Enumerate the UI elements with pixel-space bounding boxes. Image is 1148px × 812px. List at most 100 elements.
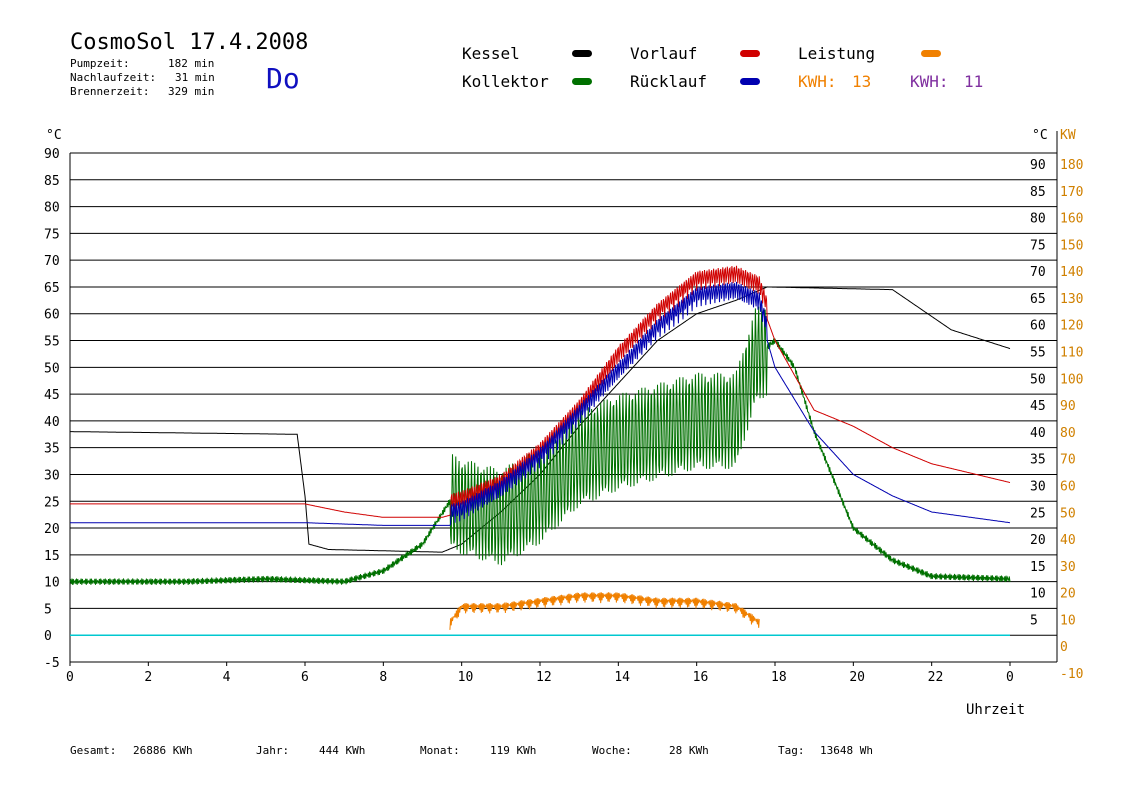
y-tick-right-power: 90: [1060, 399, 1076, 414]
y-tick-right-temp: 90: [1030, 158, 1046, 173]
y-tick-right-temp: 15: [1030, 560, 1046, 575]
y-tick-left: 10: [44, 576, 60, 591]
y-tick-right-power: 180: [1060, 158, 1083, 173]
x-tick-label: 2: [144, 670, 152, 685]
y-tick-left: 0: [44, 629, 52, 644]
tick-labels: 908580757065605550454035302520151050-590…: [44, 147, 1083, 685]
y-tick-left: 15: [44, 549, 60, 564]
y-tick-left: 65: [44, 281, 60, 296]
x-tick-label: 8: [379, 670, 387, 685]
y-tick-left: 85: [44, 174, 60, 189]
x-tick-label: 20: [849, 670, 865, 685]
x-tick-label: 18: [771, 670, 787, 685]
y-tick-left: 50: [44, 361, 60, 376]
series-line-4: [449, 592, 760, 630]
y-tick-right-power: 130: [1060, 292, 1083, 307]
y-axis-label-right-temp: °C: [1032, 128, 1048, 143]
legend-kessel-swatch: [572, 50, 592, 57]
y-tick-right-power: 150: [1060, 238, 1083, 253]
y-tick-left: 25: [44, 495, 60, 510]
y-tick-right-temp: 75: [1030, 238, 1046, 253]
series-line-3: [70, 281, 1011, 526]
x-tick-label: 0: [1006, 670, 1014, 685]
y-tick-right-power: 100: [1060, 372, 1083, 387]
footer-tag-value: 13648 Wh: [820, 744, 873, 757]
y-tick-left: 35: [44, 442, 60, 457]
legend-vorlauf: Vorlauf: [630, 44, 698, 63]
y-tick-right-power: 0: [1060, 640, 1068, 655]
y-tick-right-power: 30: [1060, 560, 1076, 575]
legend-leistung-swatch: [921, 50, 941, 57]
legend-kessel: Kessel: [462, 44, 520, 63]
y-tick-right-temp: 70: [1030, 265, 1046, 280]
y-tick-right-power: 10: [1060, 613, 1076, 628]
y-tick-left: 60: [44, 308, 60, 323]
y-tick-right-temp: 55: [1030, 346, 1046, 361]
y-tick-left: 70: [44, 254, 60, 269]
x-tick-label: 22: [928, 670, 944, 685]
y-tick-right-power: 110: [1060, 346, 1083, 361]
legend-kwh2-label: KWH:: [910, 72, 949, 91]
y-tick-left: 45: [44, 388, 60, 403]
weekday-label: Do: [266, 62, 300, 95]
y-tick-right-temp: 45: [1030, 399, 1046, 414]
y-tick-right-temp: 5: [1030, 613, 1038, 628]
legend-kollektor-swatch: [572, 78, 592, 85]
y-tick-left: 20: [44, 522, 60, 537]
stat-nachlaufzeit-label: Nachlaufzeit:: [70, 71, 157, 84]
stat-pumpzeit-value: 182 min: [168, 57, 215, 70]
y-tick-left: 40: [44, 415, 60, 430]
footer-tag-label: Tag:: [778, 744, 805, 757]
y-tick-left: 30: [44, 468, 60, 483]
legend-vorlauf-swatch: [740, 50, 760, 57]
footer-monat-value: 119 KWh: [490, 744, 537, 757]
y-tick-right-power: 20: [1060, 587, 1076, 602]
stat-brennerzeit-label: Brennerzeit:: [70, 85, 150, 98]
series-line-1: [69, 306, 1011, 586]
y-tick-left: 90: [44, 147, 60, 162]
y-tick-right-power: 170: [1060, 185, 1083, 200]
y-tick-left: 5: [44, 602, 52, 617]
y-tick-right-power: 120: [1060, 319, 1083, 334]
y-axis-label-right-power: KW: [1060, 128, 1076, 143]
y-tick-left: 75: [44, 227, 60, 242]
x-tick-label: 4: [223, 670, 231, 685]
y-tick-right-temp: 50: [1030, 372, 1046, 387]
y-tick-right-temp: 20: [1030, 533, 1046, 548]
y-tick-right-temp: 60: [1030, 319, 1046, 334]
stat-nachlaufzeit-value: 31 min: [175, 71, 215, 84]
footer-woche-label: Woche:: [592, 744, 632, 757]
stat-pumpzeit-label: Pumpzeit:: [70, 57, 130, 70]
legend-kwh1-label: KWH:: [798, 72, 837, 91]
y-tick-right-power: -10: [1060, 667, 1083, 682]
y-tick-right-temp: 65: [1030, 292, 1046, 307]
y-tick-right-temp: 30: [1030, 479, 1046, 494]
y-tick-right-temp: 35: [1030, 453, 1046, 468]
footer-jahr-label: Jahr:: [256, 744, 290, 757]
legend-ruecklauf: Rücklauf: [630, 72, 708, 91]
y-tick-left: -5: [44, 656, 60, 671]
y-tick-right-temp: 25: [1030, 506, 1046, 521]
footer-woche-value: 28 KWh: [669, 744, 709, 757]
y-tick-right-power: 50: [1060, 506, 1076, 521]
legend-kwh1-value: 13: [852, 72, 872, 91]
y-tick-right-temp: 40: [1030, 426, 1046, 441]
y-tick-right-power: 160: [1060, 212, 1083, 227]
x-tick-label: 0: [66, 670, 74, 685]
stat-brennerzeit-value: 329 min: [168, 85, 215, 98]
y-tick-right-power: 60: [1060, 479, 1076, 494]
y-tick-right-power: 80: [1060, 426, 1076, 441]
y-axis-label-left: °C: [46, 128, 62, 143]
y-tick-right-temp: 85: [1030, 185, 1046, 200]
legend-kollektor: Kollektor: [462, 72, 549, 91]
legend-ruecklauf-swatch: [740, 78, 760, 85]
series-lines: [69, 265, 1011, 636]
x-tick-label: 16: [693, 670, 709, 685]
x-tick-label: 10: [458, 670, 474, 685]
y-tick-right-power: 140: [1060, 265, 1083, 280]
x-tick-label: 14: [614, 670, 630, 685]
y-tick-right-power: 40: [1060, 533, 1076, 548]
footer-monat-label: Monat:: [420, 744, 460, 757]
chart-title: CosmoSol 17.4.2008: [70, 30, 309, 55]
